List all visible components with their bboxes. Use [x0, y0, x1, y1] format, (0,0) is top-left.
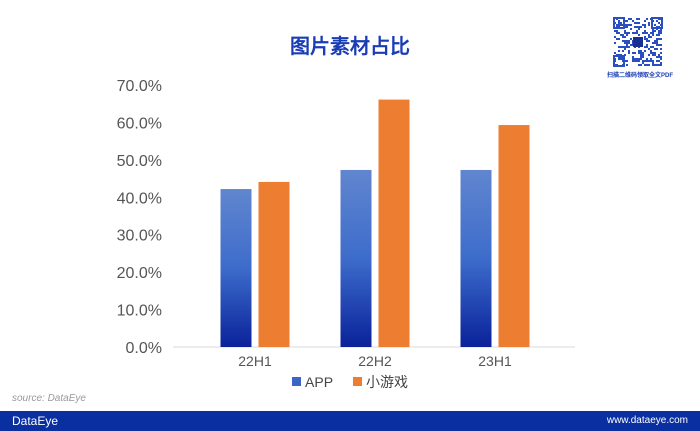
legend-item-minigame: 小游戏	[352, 373, 408, 390]
footer-logo: DataEye	[12, 414, 59, 428]
legend-swatch-minigame	[352, 377, 362, 386]
legend-swatch-app	[292, 377, 302, 386]
chart-title: 图片素材占比	[290, 36, 410, 58]
bar-minigame-22H1	[258, 181, 290, 347]
y-tick-label: 10.0%	[117, 303, 162, 320]
qr-code	[612, 16, 664, 68]
x-tick-label: 22H2	[358, 353, 392, 369]
source-note: source: DataEye	[12, 393, 86, 404]
y-tick-label: 50.0%	[117, 153, 162, 170]
bar-app-23H1	[460, 169, 492, 347]
qr-caption: 扫描二维码领取全文PDF	[606, 73, 673, 79]
bar-app-22H2	[340, 169, 372, 347]
y-tick-label: 40.0%	[117, 190, 162, 207]
footer-bar: DataEye www.dataeye.com	[0, 411, 700, 431]
x-tick-label: 23H1	[478, 353, 512, 369]
y-tick-label: 60.0%	[117, 115, 162, 132]
footer-url[interactable]: www.dataeye.com	[606, 415, 688, 426]
legend-label-minigame: 小游戏	[365, 373, 408, 390]
bar-minigame-22H2	[378, 99, 410, 348]
y-tick-label: 30.0%	[117, 228, 162, 245]
x-tick-label: 22H1	[238, 353, 272, 369]
legend-label-app: APP	[305, 373, 334, 390]
y-tick-label: 20.0%	[117, 265, 162, 282]
bar-app-22H1	[220, 189, 252, 347]
legend: APP 小游戏	[0, 373, 700, 390]
y-tick-label: 70.0%	[117, 78, 162, 95]
bar-chart: 0.0%10.0%20.0%30.0%40.0%50.0%60.0%70.0% …	[117, 78, 575, 369]
bar-minigame-23H1	[498, 125, 530, 347]
legend-item-app: APP	[292, 374, 333, 390]
y-tick-label: 0.0%	[126, 340, 162, 357]
